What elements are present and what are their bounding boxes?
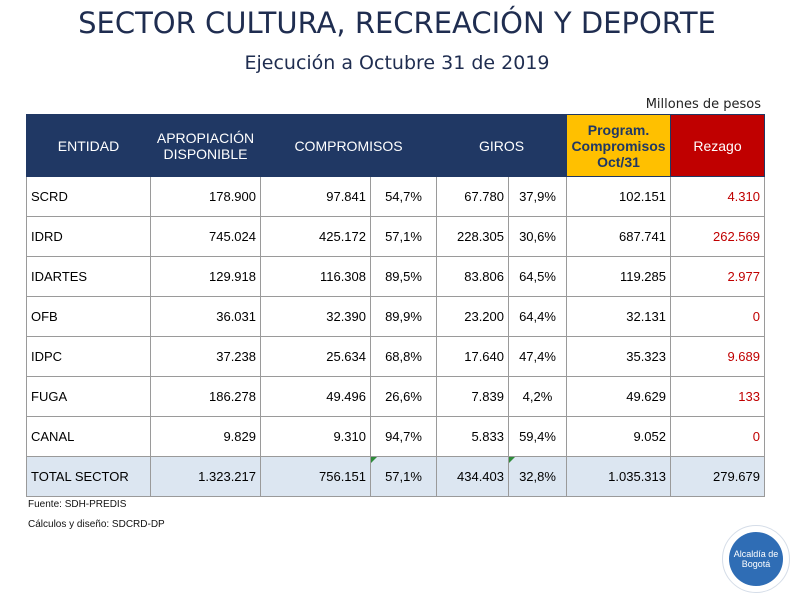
cell-program: 32.131: [566, 296, 671, 337]
cell-total-program: 1.035.313: [566, 456, 671, 497]
cell-giros: 17.640: [436, 336, 509, 377]
cell-entidad: IDRD: [26, 216, 151, 257]
col-header-program-line1: Program.: [587, 121, 650, 138]
cell-total-compromisos-pct: 57,1%: [370, 456, 437, 497]
cell-compromisos-pct: 94,7%: [370, 416, 437, 457]
cell-compromisos: 49.496: [260, 376, 371, 417]
cell-program: 49.629: [566, 376, 671, 417]
cell-compromisos: 32.390: [260, 296, 371, 337]
table-header-row: ENTIDAD APROPIACIÓN DISPONIBLE COMPROMIS…: [26, 114, 765, 177]
cell-apropiacion: 36.031: [150, 296, 261, 337]
cell-rezago: 0: [670, 416, 765, 457]
cell-giros-pct: 64,5%: [508, 256, 567, 297]
cell-giros-pct: 59,4%: [508, 416, 567, 457]
cell-apropiacion: 129.918: [150, 256, 261, 297]
total-row: TOTAL SECTOR 1.323.217 756.151 57,1% 434…: [26, 456, 765, 497]
cell-apropiacion: 37.238: [150, 336, 261, 377]
cell-apropiacion: 9.829: [150, 416, 261, 457]
cell-entidad: FUGA: [26, 376, 151, 417]
cell-entidad: SCRD: [26, 176, 151, 217]
cell-giros: 7.839: [436, 376, 509, 417]
col-header-giros: GIROS: [436, 114, 567, 177]
cell-compromisos-pct: 57,1%: [370, 216, 437, 257]
cell-compromisos-pct: 26,6%: [370, 376, 437, 417]
cell-compromisos: 25.634: [260, 336, 371, 377]
cell-giros: 5.833: [436, 416, 509, 457]
cell-total-compromisos: 756.151: [260, 456, 371, 497]
source-note: Fuente: SDH-PREDIS: [28, 499, 127, 510]
cell-compromisos-pct: 89,5%: [370, 256, 437, 297]
cell-rezago: 4.310: [670, 176, 765, 217]
cell-giros-pct: 4,2%: [508, 376, 567, 417]
cell-entidad: CANAL: [26, 416, 151, 457]
cell-program: 9.052: [566, 416, 671, 457]
cell-program: 119.285: [566, 256, 671, 297]
calc-note: Cálculos y diseño: SDCRD-DP: [28, 519, 165, 530]
cell-compromisos: 425.172: [260, 216, 371, 257]
cell-rezago: 9.689: [670, 336, 765, 377]
cell-entidad: OFB: [26, 296, 151, 337]
cell-total-rezago: 279.679: [670, 456, 765, 497]
cell-apropiacion: 745.024: [150, 216, 261, 257]
units-label: Millones de pesos: [645, 97, 761, 112]
table-row: FUGA 186.278 49.496 26,6% 7.839 4,2% 49.…: [26, 376, 765, 417]
table-row: CANAL 9.829 9.310 94,7% 5.833 59,4% 9.05…: [26, 416, 765, 457]
cell-giros: 23.200: [436, 296, 509, 337]
cell-program: 687.741: [566, 216, 671, 257]
table-row: OFB 36.031 32.390 89,9% 23.200 64,4% 32.…: [26, 296, 765, 337]
cell-compromisos: 9.310: [260, 416, 371, 457]
col-header-program-line2: Compromisos: [571, 137, 666, 154]
cell-compromisos: 116.308: [260, 256, 371, 297]
cell-giros-pct: 47,4%: [508, 336, 567, 377]
cell-rezago: 262.569: [670, 216, 765, 257]
cell-compromisos-pct: 68,8%: [370, 336, 437, 377]
table-row: IDRD 745.024 425.172 57,1% 228.305 30,6%…: [26, 216, 765, 257]
cell-giros: 83.806: [436, 256, 509, 297]
cell-compromisos-pct: 89,9%: [370, 296, 437, 337]
cell-giros: 67.780: [436, 176, 509, 217]
execution-table: ENTIDAD APROPIACIÓN DISPONIBLE COMPROMIS…: [26, 114, 765, 497]
cell-apropiacion: 186.278: [150, 376, 261, 417]
cell-compromisos: 97.841: [260, 176, 371, 217]
bogota-logo: Alcaldía de Bogotá: [722, 525, 790, 593]
bogota-logo-badge: Alcaldía de Bogotá: [729, 532, 783, 586]
cell-total-giros-pct: 32,8%: [508, 456, 567, 497]
cell-rezago: 0: [670, 296, 765, 337]
cell-giros: 228.305: [436, 216, 509, 257]
cell-total-apropiacion: 1.323.217: [150, 456, 261, 497]
table-row: IDARTES 129.918 116.308 89,5% 83.806 64,…: [26, 256, 765, 297]
col-header-rezago: Rezago: [670, 114, 765, 177]
col-header-program: Program. Compromisos Oct/31: [566, 114, 671, 177]
logo-text-line2: Bogotá: [741, 559, 771, 569]
cell-entidad: IDARTES: [26, 256, 151, 297]
cell-entidad: IDPC: [26, 336, 151, 377]
cell-program: 35.323: [566, 336, 671, 377]
cell-total-entidad: TOTAL SECTOR: [26, 456, 151, 497]
page-subtitle: Ejecución a Octubre 31 de 2019: [244, 52, 550, 74]
col-header-entidad: ENTIDAD: [26, 114, 151, 177]
cell-giros-pct: 64,4%: [508, 296, 567, 337]
page-title: SECTOR CULTURA, RECREACIÓN Y DEPORTE: [78, 6, 716, 40]
cell-giros-pct: 37,9%: [508, 176, 567, 217]
cell-apropiacion: 178.900: [150, 176, 261, 217]
cell-total-giros: 434.403: [436, 456, 509, 497]
col-header-apropiacion: APROPIACIÓN DISPONIBLE: [150, 114, 261, 177]
cell-rezago: 2.977: [670, 256, 765, 297]
cell-giros-pct: 30,6%: [508, 216, 567, 257]
logo-text-line1: Alcaldía de: [733, 549, 779, 559]
cell-compromisos-pct: 54,7%: [370, 176, 437, 217]
col-header-program-line3: Oct/31: [597, 153, 640, 170]
table-row: IDPC 37.238 25.634 68,8% 17.640 47,4% 35…: [26, 336, 765, 377]
cell-rezago: 133: [670, 376, 765, 417]
col-header-compromisos: COMPROMISOS: [260, 114, 437, 177]
table-row: SCRD 178.900 97.841 54,7% 67.780 37,9% 1…: [26, 176, 765, 217]
cell-program: 102.151: [566, 176, 671, 217]
